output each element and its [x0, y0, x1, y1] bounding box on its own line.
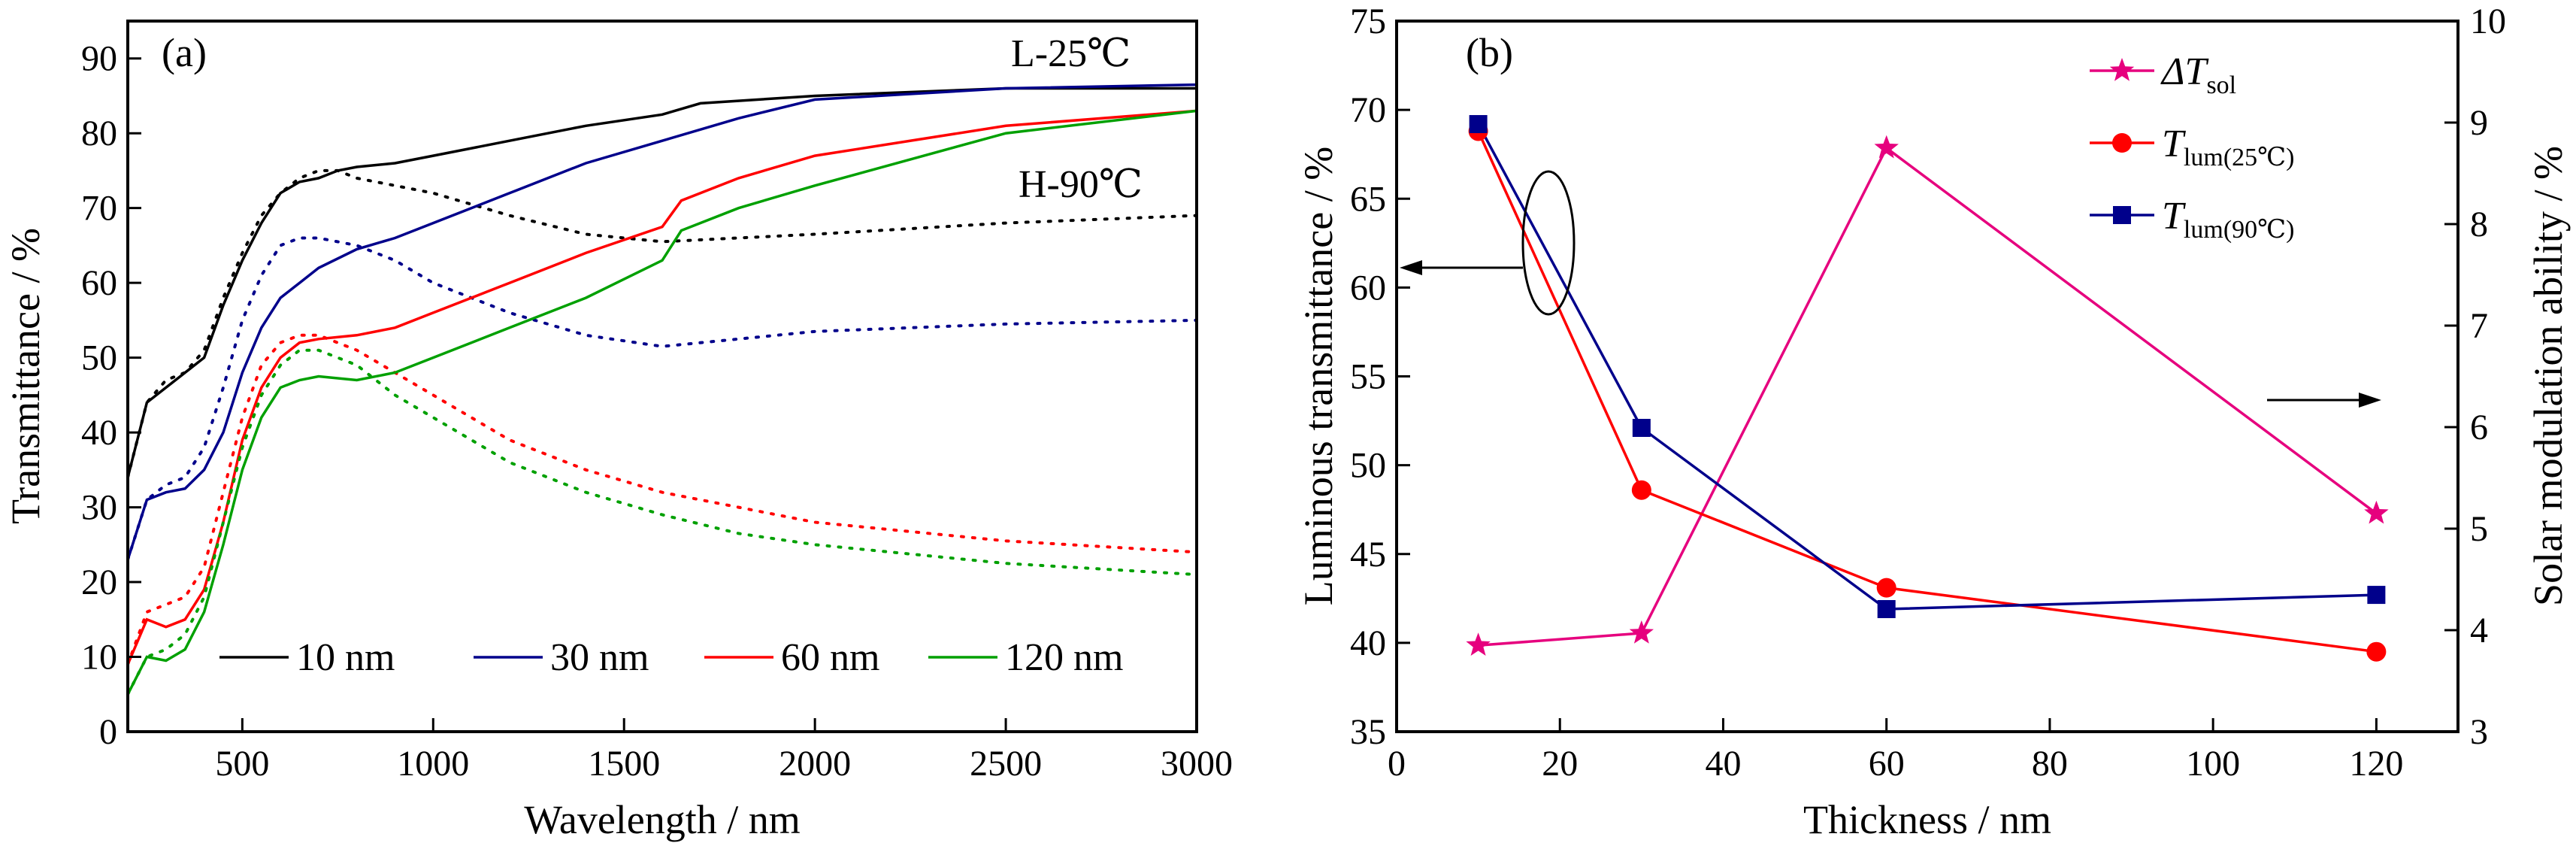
- chart-b-y-tick-label-4: 55: [1350, 357, 1386, 397]
- chart-b-point-0-0: [1466, 632, 1491, 656]
- chart-b-y-right-tick-label-0: 3: [2470, 712, 2488, 752]
- chart-a-x-tick-label-0: 500: [215, 744, 269, 784]
- chart-a-x-tick-label-3: 2000: [779, 744, 851, 784]
- chart-b-series-line-2: [1477, 123, 2377, 611]
- chart-b-y-axis-right-label: Solar modulation ability / %: [2526, 146, 2571, 606]
- chart-b-legend-label-0: ΔTsol: [2160, 50, 2236, 99]
- chart-a-y-axis-label: Transmittance / %: [3, 228, 48, 524]
- chart-a-frame: [126, 20, 1198, 733]
- chart-b-series-line-0: [1478, 146, 2378, 647]
- chart-a-y-tick-label-0: 0: [99, 712, 117, 752]
- chart-b-y-tick-label-1: 40: [1350, 623, 1386, 663]
- left-axis-group-ellipse: [1521, 170, 1576, 316]
- chart-a-y-tick-label-9: 90: [81, 39, 117, 79]
- chart-b-point-1-2: [1876, 578, 1896, 598]
- chart-b-y-right-tick-label-2: 5: [2470, 509, 2488, 549]
- chart-b-x-tick-label-0: 0: [1388, 744, 1406, 784]
- chart-a-y-tick-label-5: 50: [81, 338, 117, 378]
- chart-b-x-tick-label-3: 60: [1869, 744, 1905, 784]
- chart-b-point-0-3: [2364, 500, 2389, 524]
- chart-a-legend-label-1: 30 nm: [550, 636, 649, 679]
- chart-b-point-1-3: [2366, 641, 2387, 662]
- chart-b-y-right-tick-label-4: 7: [2470, 306, 2488, 346]
- chart-a-legend-label-0: 10 nm: [296, 636, 395, 679]
- left-axis-arrow-head: [1400, 260, 1422, 275]
- chart-a-series-dotted-3: [126, 348, 1198, 696]
- chart-b-point-0-2: [1874, 135, 1899, 159]
- chart-a: 500 1000 1500 2000 2500 3000 0 10 20 30 40 50 60 70 80…: [3, 20, 1233, 842]
- chart-a-y-tick-label-6: 60: [81, 263, 117, 303]
- chart-a-series-solid-2: [126, 109, 1197, 666]
- chart-a-series-solid-3: [126, 109, 1197, 696]
- chart-a-x-tick-label-2: 1500: [588, 744, 660, 784]
- chart-b-legend-marker-2: [2113, 206, 2131, 224]
- chart-a-y-tick-label-2: 20: [81, 562, 117, 602]
- right-axis-arrow-head: [2359, 393, 2381, 408]
- chart-a-series-dotted-1: [126, 236, 1198, 562]
- chart-b-legend-marker-0: [2109, 58, 2135, 81]
- chart-b-point-0-1: [1629, 620, 1654, 644]
- chart-b-legend: ΔTsol Tlum(25℃) Tlum(90℃): [2090, 50, 2295, 244]
- chart-b-point-2-1: [1632, 419, 1651, 438]
- chart-b-frame: [1395, 20, 2459, 733]
- chart-b: 0 20 40 60 80 100 1203540455055606570753456789…: [1296, 2, 2571, 842]
- chart-b-y-axis-label: Luminous transmittance / %: [1296, 147, 1341, 605]
- chart-a-x-tick-label-4: 2500: [970, 744, 1042, 784]
- chart-b-y-tick-label-5: 60: [1350, 268, 1386, 308]
- chart-a-x-axis-label: Wavelength / nm: [524, 797, 801, 842]
- chart-a-annotation-low-temp: L-25℃: [1011, 32, 1131, 75]
- chart-b-point-2-3: [2367, 586, 2386, 605]
- chart-b-y-tick-label-3: 50: [1350, 446, 1386, 486]
- chart-b-point-2-0: [1469, 115, 1488, 134]
- chart-b-x-tick-label-4: 80: [2032, 744, 2068, 784]
- chart-a-panel-label: (a): [162, 30, 207, 75]
- chart-a-series-solid-1: [126, 83, 1197, 560]
- chart-a-x-tick-label-5: 3000: [1161, 744, 1233, 784]
- chart-b-point-1-1: [1631, 480, 1651, 500]
- chart-b-y-tick-label-7: 70: [1350, 90, 1386, 130]
- chart-b-legend-label-2: Tlum(90℃): [2162, 195, 2295, 244]
- chart-a-legend-label-3: 120 nm: [1005, 636, 1123, 679]
- chart-b-y-right-tick-label-5: 8: [2470, 205, 2488, 244]
- chart-b-y-tick-label-0: 35: [1350, 712, 1386, 752]
- chart-b-x-tick-label-6: 120: [2349, 744, 2403, 784]
- chart-b-series-line-1: [1477, 130, 2377, 653]
- chart-a-legend: 10 nm 30 nm 60 nm 120 nm: [219, 636, 1123, 679]
- chart-b-y-right-tick-label-3: 6: [2470, 408, 2488, 447]
- chart-a-annotation-high-temp: H-90℃: [1019, 163, 1143, 206]
- chart-b-y-right-tick-label-1: 4: [2470, 611, 2488, 650]
- chart-b-x-tick-label-2: 40: [1705, 744, 1741, 784]
- chart-b-panel-label: (b): [1466, 30, 1513, 75]
- chart-a-y-tick-label-3: 30: [81, 488, 117, 528]
- chart-a-series-solid-0: [126, 86, 1197, 478]
- chart-b-y-tick-label-6: 65: [1350, 179, 1386, 219]
- chart-a-series-dotted-0: [126, 168, 1198, 479]
- chart-a-legend-label-2: 60 nm: [781, 636, 879, 679]
- chart-b-legend-label-1: Tlum(25℃): [2162, 123, 2295, 171]
- chart-b-point-2-2: [1877, 599, 1896, 618]
- chart-b-legend-marker-1: [2112, 133, 2132, 153]
- chart-b-y-tick-label-8: 75: [1350, 2, 1386, 41]
- chart-b-y-right-tick-label-6: 9: [2470, 103, 2488, 143]
- chart-b-y-tick-label-2: 45: [1350, 535, 1386, 575]
- chart-a-y-tick-label-4: 40: [81, 413, 117, 453]
- chart-a-x-tick-label-1: 1000: [397, 744, 469, 784]
- chart-a-y-tick-label-1: 10: [81, 638, 117, 678]
- chart-b-x-tick-label-1: 20: [1542, 744, 1578, 784]
- chart-a-y-tick-label-7: 70: [81, 189, 117, 229]
- chart-b-x-tick-label-5: 100: [2186, 744, 2240, 784]
- chart-b-x-axis-label: Thickness / nm: [1803, 797, 2051, 842]
- chart-a-y-tick-label-8: 80: [81, 114, 117, 153]
- chart-b-y-right-tick-label-7: 10: [2470, 2, 2506, 41]
